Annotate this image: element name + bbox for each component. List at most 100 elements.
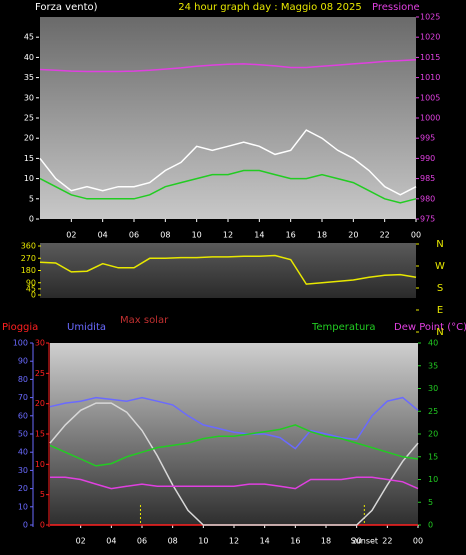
legend-label: Umidita <box>67 322 106 333</box>
y-tick-label: 270 <box>21 254 36 263</box>
y2-tick-label: 35 <box>428 361 438 370</box>
left-label: Forza vento) <box>35 2 98 13</box>
y-tick-label: 0 <box>29 215 34 224</box>
y-tick-label: 0 <box>23 521 28 530</box>
y-tick-label: 5 <box>29 194 34 203</box>
y2-tick-label: 980 <box>420 194 435 203</box>
y2-tick-label: W <box>435 261 445 272</box>
y3-tick-label: 15 <box>35 430 45 439</box>
y2-tick-label: 990 <box>420 154 435 163</box>
y3-tick-label: 5 <box>40 490 45 499</box>
legend-label: Temperatura <box>311 322 376 333</box>
x-tick-label: 16 <box>290 537 300 546</box>
y2-tick-label: 10 <box>428 475 438 484</box>
x-tick-label: 10 <box>192 231 202 240</box>
y-tick-label: 180 <box>21 266 36 275</box>
legend-label: Dew Point (°C) <box>394 322 466 333</box>
legend-label: Max solar <box>120 315 169 326</box>
x-tick-label: 14 <box>254 231 264 240</box>
y2-tick-label: S <box>437 283 443 294</box>
x-tick-label: 04 <box>98 231 108 240</box>
y2-tick-label: 1020 <box>420 33 440 42</box>
x-tick-label: 16 <box>286 231 296 240</box>
y2-tick-label: 985 <box>420 174 435 183</box>
y-tick-label: 15 <box>24 154 34 163</box>
y-tick-label: 40 <box>24 53 34 62</box>
y2-tick-label: 1000 <box>420 114 440 123</box>
x-tick-label: 00 <box>411 231 421 240</box>
y2-tick-label: 30 <box>428 384 438 393</box>
annotation: Sunset <box>351 537 378 546</box>
y2-tick-label: 1010 <box>420 73 440 82</box>
right-label: Pressione <box>372 2 420 13</box>
y-tick-label: 10 <box>24 174 34 183</box>
y3-tick-label: 25 <box>35 369 45 378</box>
x-tick-label: 14 <box>260 537 270 546</box>
series-line <box>39 129 417 196</box>
y2-tick-label: E <box>437 305 443 316</box>
y-tick-label: 100 <box>13 339 28 348</box>
plot-bg <box>40 17 416 219</box>
y-tick-label: 20 <box>18 484 28 493</box>
x-tick-label: 20 <box>348 231 358 240</box>
y2-tick-label: N <box>436 327 443 338</box>
y2-tick-label: 25 <box>428 407 438 416</box>
y-tick-label: 20 <box>24 134 34 143</box>
y-tick-label: 60 <box>18 411 28 420</box>
y-tick-label: 35 <box>24 73 34 82</box>
x-tick-label: 18 <box>317 231 327 240</box>
plot-bg <box>40 243 416 298</box>
y-tick-label: 50 <box>18 430 28 439</box>
series-line <box>49 396 419 450</box>
chart-title: 24 hour graph day : Maggio 08 2025 <box>178 2 361 13</box>
x-tick-label: 18 <box>321 537 331 546</box>
legend-label: Pioggia <box>2 322 38 333</box>
x-tick-label: 12 <box>229 537 239 546</box>
series-line <box>39 254 417 285</box>
y-tick-label: 40 <box>18 448 28 457</box>
y2-tick-label: 40 <box>428 339 438 348</box>
y3-tick-label: 20 <box>35 399 45 408</box>
x-tick-label: 10 <box>198 537 208 546</box>
y-tick-label: 0 <box>31 291 36 300</box>
x-tick-label: 02 <box>76 537 86 546</box>
x-tick-label: 20 <box>352 537 362 546</box>
y-tick-label: 10 <box>18 502 28 511</box>
y2-tick-label: 15 <box>428 452 438 461</box>
y-tick-label: 90 <box>26 278 36 287</box>
x-tick-label: 22 <box>380 231 390 240</box>
y3-tick-label: 10 <box>35 460 45 469</box>
y-tick-label: 90 <box>18 357 28 366</box>
y-tick-label: 80 <box>18 375 28 384</box>
series-line <box>49 424 419 467</box>
x-tick-label: 00 <box>413 537 423 546</box>
y2-tick-label: 975 <box>420 215 435 224</box>
x-tick-label: 06 <box>129 231 139 240</box>
y3-tick-label: 0 <box>40 521 45 530</box>
y-tick-label: 25 <box>24 114 34 123</box>
x-tick-label: 08 <box>168 537 178 546</box>
y-tick-label: 45 <box>26 284 36 293</box>
y-tick-label: 30 <box>18 466 28 475</box>
plot-bg <box>50 343 418 525</box>
y-tick-label: 360 <box>21 242 36 251</box>
y2-tick-label: N <box>436 239 443 250</box>
y2-tick-label: 995 <box>420 134 435 143</box>
series-line <box>49 402 419 526</box>
x-tick-label: 04 <box>106 537 116 546</box>
x-tick-label: 02 <box>66 231 76 240</box>
y2-tick-label: 1025 <box>420 13 440 22</box>
x-tick-label: 08 <box>160 231 170 240</box>
y3-tick-label: 30 <box>35 339 45 348</box>
x-tick-label: 12 <box>223 231 233 240</box>
x-tick-label: 22 <box>382 537 392 546</box>
y2-tick-label: 5 <box>428 498 433 507</box>
y-tick-label: 70 <box>18 393 28 402</box>
y-tick-label: 30 <box>24 93 34 102</box>
series-line <box>39 59 417 73</box>
y2-tick-label: 20 <box>428 430 438 439</box>
y2-tick-label: 0 <box>428 521 433 530</box>
y2-tick-label: 1015 <box>420 53 440 62</box>
y-tick-label: 45 <box>24 33 34 42</box>
